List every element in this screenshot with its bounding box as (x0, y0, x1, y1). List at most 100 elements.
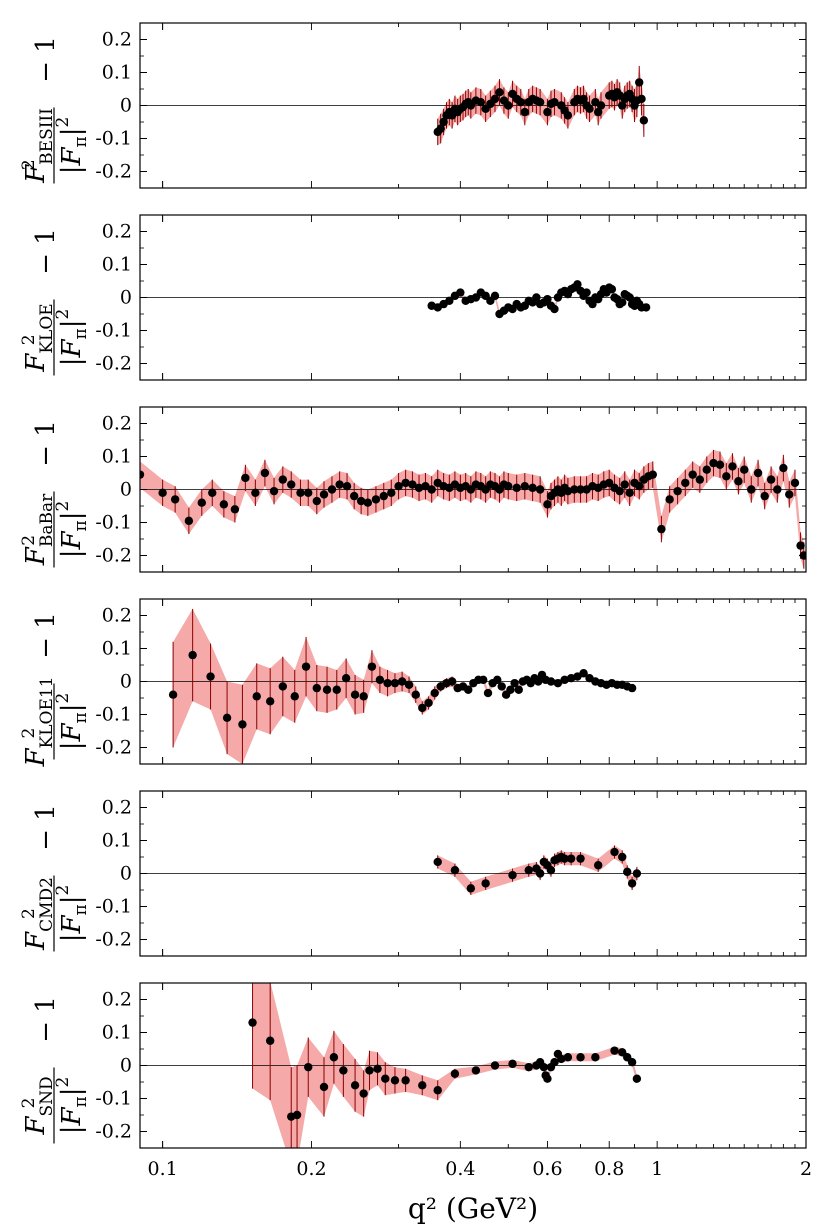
y-tick-label: -0.1 (95, 128, 132, 150)
data-point (401, 478, 410, 488)
y-tick-label: 0 (120, 671, 132, 693)
data-point (252, 692, 261, 701)
data-point (230, 505, 240, 514)
data-point (168, 690, 178, 699)
data-point (342, 482, 352, 491)
data-point (418, 1081, 427, 1090)
data-point (504, 482, 513, 491)
y-tick-label: 0.2 (102, 413, 132, 435)
y-tick-label: -0.1 (95, 704, 132, 726)
y-label-numerator: FCMD22 (19, 877, 57, 951)
data-point (514, 685, 523, 694)
data-point (648, 470, 657, 479)
y-tick-label: -0.2 (95, 161, 132, 183)
y-tick-label: 0.2 (102, 221, 132, 243)
data-point (208, 488, 217, 497)
data-point (534, 677, 543, 686)
plot-area (140, 65, 806, 146)
data-point (673, 486, 682, 496)
data-point (329, 1053, 339, 1062)
data-point (433, 1086, 442, 1095)
y-tick-label: -0.1 (95, 512, 132, 534)
x-tick-label: 0.8 (594, 1158, 624, 1180)
data-point (197, 498, 206, 507)
data-point (381, 1074, 390, 1083)
panel-babar: 0.2 0.1 0 -0.1 -0.2 FBaBar2 |Fπ|2 − 1 (19, 406, 807, 573)
y-label-denominator: |Fπ|2 (53, 117, 91, 175)
data-point (371, 495, 381, 504)
data-point (779, 463, 788, 473)
data-point (456, 288, 465, 297)
data-point (546, 677, 556, 686)
data-point (251, 488, 260, 497)
data-point (508, 1059, 517, 1069)
y-tick-label: 0.1 (102, 62, 132, 84)
data-point (363, 498, 373, 507)
data-point (591, 1053, 600, 1062)
y-label-denominator: |Fπ|2 (53, 885, 91, 943)
data-point (322, 685, 332, 694)
data-point (312, 683, 321, 693)
data-point (450, 866, 460, 875)
data-point (383, 678, 392, 688)
data-point (734, 477, 743, 486)
x-tick-label: 0.1 (148, 1158, 178, 1180)
y-tick-label: 0.1 (102, 254, 132, 276)
data-point (436, 124, 445, 133)
data-point (573, 280, 582, 289)
y-label-numerator: FBaBar2 (19, 493, 57, 566)
data-point (504, 101, 513, 110)
data-point (535, 869, 545, 878)
data-point (265, 697, 275, 706)
data-point (665, 495, 674, 504)
y-tick-label: 0.2 (102, 605, 132, 627)
data-point (367, 662, 377, 671)
data-point (709, 458, 718, 468)
data-point (618, 852, 627, 862)
data-point (319, 1082, 329, 1092)
data-point (539, 1062, 549, 1072)
data-point (365, 1066, 374, 1075)
data-point (702, 465, 711, 474)
data-point (543, 1074, 552, 1083)
data-point (495, 88, 504, 97)
x-tick-label: 2 (800, 1158, 812, 1180)
data-point (637, 94, 646, 104)
y-label-minus-one: − 1 (31, 420, 61, 467)
data-point (493, 675, 502, 685)
data-point (688, 470, 697, 479)
y-tick-label: -0.2 (95, 1121, 132, 1143)
data-point (516, 98, 525, 107)
data-point (632, 1074, 642, 1083)
panel-kloe: 0.2 0.1 0 -0.1 -0.2 FKLOE2 |Fπ|2 − 1 (19, 214, 807, 381)
y-label-denominator: |Fπ|2 (53, 1077, 91, 1135)
data-point (535, 485, 545, 494)
data-point (479, 675, 488, 685)
data-point (740, 465, 749, 474)
y-label-minus-one: − 1 (31, 228, 61, 275)
data-point (278, 682, 288, 691)
data-point (445, 296, 454, 305)
x-tick-label: 0.6 (532, 1158, 562, 1180)
data-point (576, 854, 585, 863)
y-label-denominator: |Fπ|2 (53, 501, 91, 559)
data-point (421, 482, 430, 491)
data-point (579, 669, 588, 678)
data-point (596, 101, 606, 110)
y-axis-label: FSND2|Fπ|2 − 1 (19, 996, 91, 1144)
y-tick-label: 0.2 (102, 29, 132, 51)
data-point (607, 285, 617, 294)
data-point (550, 1058, 559, 1067)
data-point (570, 485, 579, 494)
y-tick-label: 0 (120, 479, 132, 501)
y-axis-label: FKLOE112 |Fπ|2 − 1 (19, 612, 91, 767)
data-point (593, 107, 603, 117)
y-tick-label: -0.1 (95, 1088, 132, 1110)
data-point (269, 486, 279, 496)
y-tick-label: 0.2 (102, 797, 132, 819)
data-point (524, 1062, 533, 1072)
data-point (248, 1018, 257, 1027)
data-point (760, 491, 769, 501)
data-point (627, 879, 637, 888)
data-point (390, 678, 400, 688)
